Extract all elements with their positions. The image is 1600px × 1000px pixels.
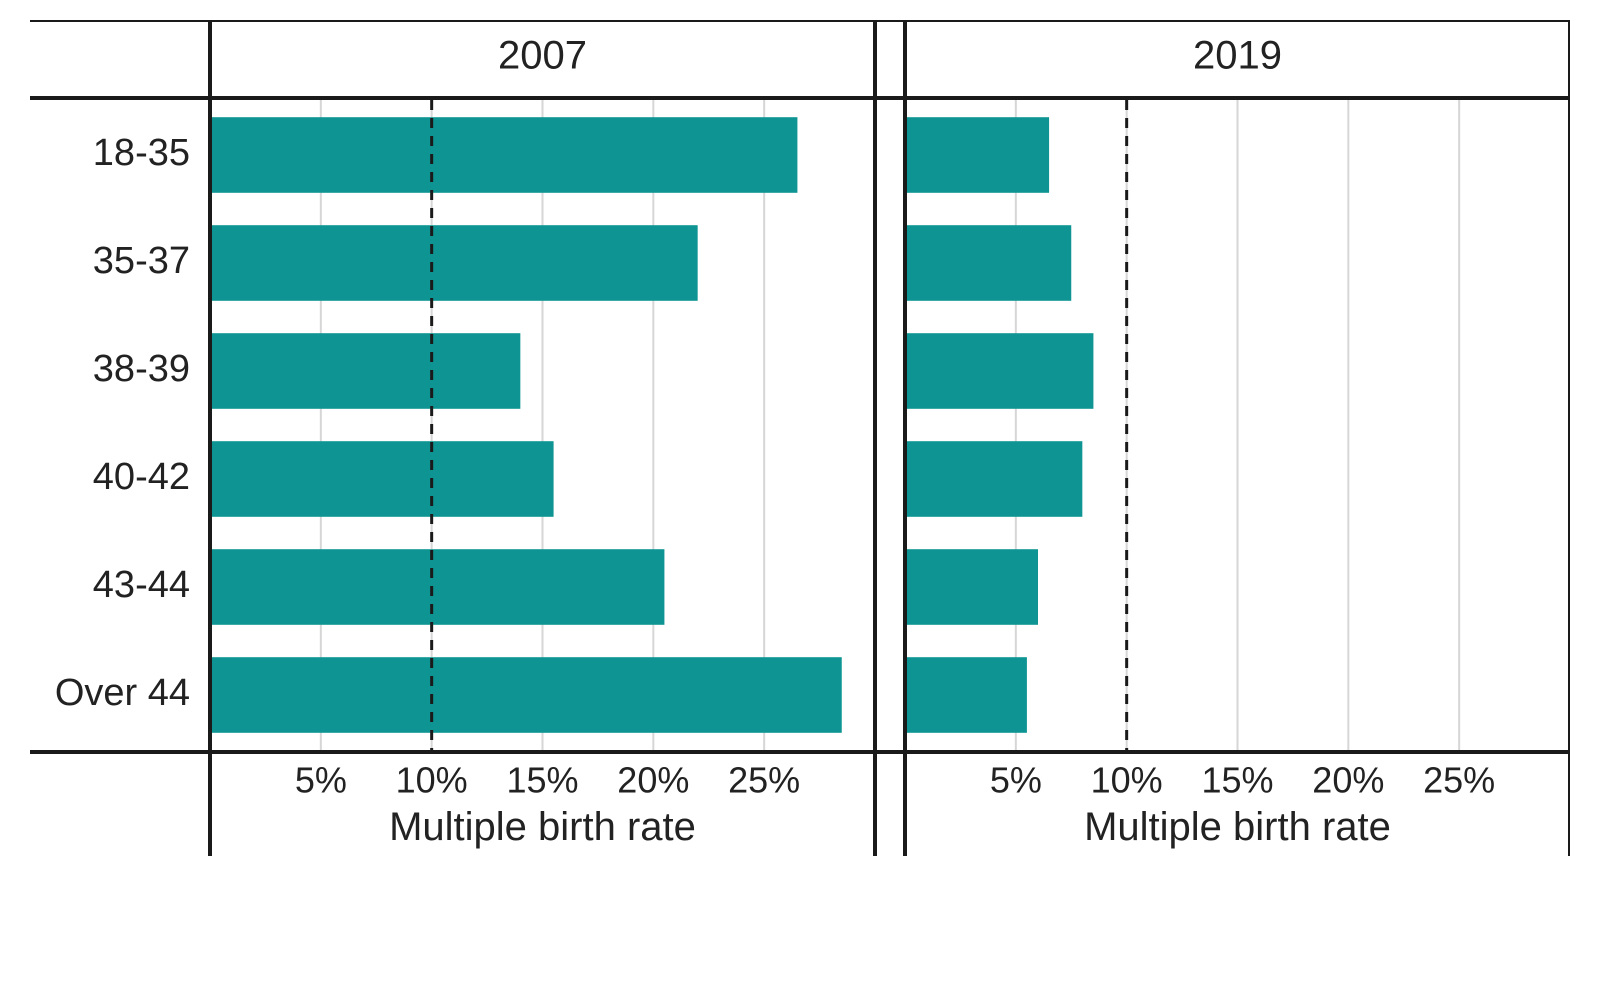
x-tick-label: 25% bbox=[728, 759, 800, 800]
bar bbox=[210, 657, 842, 733]
chart-svg: 18-35 35-37 38-39 40-42 43-44 Over 44 2007 5% 10… bbox=[30, 20, 1570, 980]
facet-title: 2019 bbox=[1193, 34, 1282, 78]
x-tick-label: 20% bbox=[617, 759, 689, 800]
bar bbox=[210, 225, 698, 301]
facet-title: 2007 bbox=[498, 34, 587, 78]
bar bbox=[210, 441, 554, 517]
x-tick-label: 5% bbox=[990, 759, 1042, 800]
category-label: 38-39 bbox=[93, 348, 190, 390]
x-tick-label: 10% bbox=[396, 759, 468, 800]
chart-root: 18-35 35-37 38-39 40-42 43-44 Over 44 2007 5% 10… bbox=[0, 0, 1600, 1000]
bar bbox=[905, 117, 1049, 193]
x-tick-label: 10% bbox=[1091, 759, 1163, 800]
bar bbox=[905, 657, 1027, 733]
x-tick-label: 25% bbox=[1423, 759, 1495, 800]
category-label: 40-42 bbox=[93, 456, 190, 498]
bar bbox=[210, 549, 664, 625]
x-axis-title: Multiple birth rate bbox=[389, 805, 696, 849]
bar bbox=[905, 549, 1038, 625]
bar bbox=[905, 441, 1082, 517]
bar bbox=[210, 333, 520, 409]
x-tick-label: 20% bbox=[1312, 759, 1384, 800]
x-axis-title: Multiple birth rate bbox=[1084, 805, 1391, 849]
x-tick-label: 5% bbox=[295, 759, 347, 800]
x-tick-label: 15% bbox=[1201, 759, 1273, 800]
bar bbox=[210, 117, 797, 193]
bar bbox=[905, 225, 1071, 301]
x-tick-label: 15% bbox=[506, 759, 578, 800]
category-label: Over 44 bbox=[55, 672, 190, 714]
bar bbox=[905, 333, 1093, 409]
category-label: 18-35 bbox=[93, 132, 190, 174]
category-label: 43-44 bbox=[93, 564, 190, 606]
category-label: 35-37 bbox=[93, 240, 190, 282]
